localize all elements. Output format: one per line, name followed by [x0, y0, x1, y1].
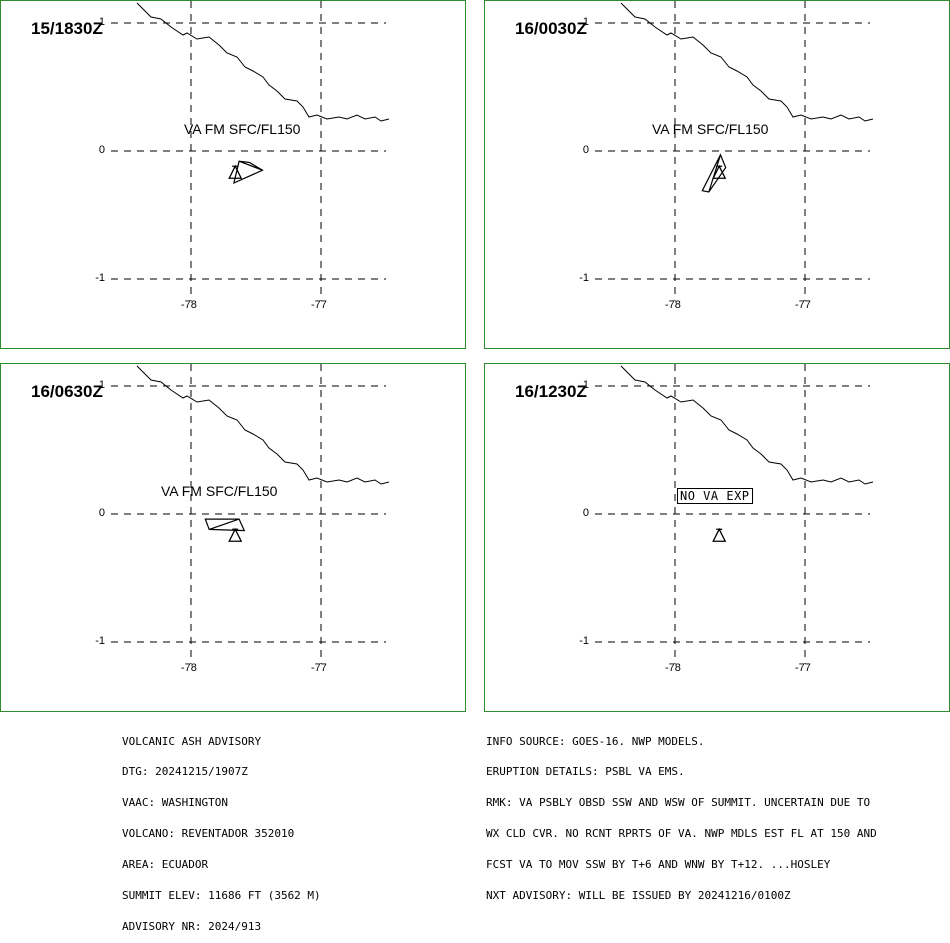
volcano-icon — [228, 527, 243, 542]
lat-tick-minus-1: -1 — [95, 635, 105, 647]
map-panel-1: 15/1830Z 1 0 -1 -78 -77 VA FM SFC/FL150 — [0, 0, 466, 349]
volcano-icon — [712, 164, 727, 179]
advisory-line: VOLCANO: REVENTADOR 352010 — [122, 827, 295, 841]
graticule — [111, 1, 386, 301]
map-canvas — [595, 364, 874, 664]
lon-tick-minus-77: -77 — [311, 299, 327, 311]
forecast-time: 16/0630Z — [31, 382, 103, 401]
lat-tick-0: 0 — [98, 507, 105, 519]
map-panel-3: 16/0630Z 1 0 -1 -78 -77 VA FM SFC/FL150 — [0, 363, 466, 712]
no-ash-expected-label: NO VA EXP — [677, 488, 753, 504]
ash-plume-polygon — [233, 160, 264, 185]
advisory-line: WX CLD CVR. NO RCNT RPRTS OF VA. NWP MDL… — [486, 827, 877, 841]
ash-plume-polygon — [701, 153, 727, 193]
lon-tick-minus-78: -78 — [181, 662, 197, 674]
lat-tick-0: 0 — [582, 507, 589, 519]
advisory-line: VAAC: WASHINGTON — [122, 796, 228, 810]
advisory-line: NXT ADVISORY: WILL BE ISSUED BY 20241216… — [486, 889, 791, 903]
advisory-line: ERUPTION DETAILS: PSBL VA EMS. — [486, 765, 685, 779]
map-panel-4: 16/1230Z 1 0 -1 -78 -77 NO VA EXP — [484, 363, 950, 712]
lat-tick-1: 1 — [98, 379, 105, 391]
lon-tick-minus-77: -77 — [311, 662, 327, 674]
lat-tick-0: 0 — [98, 144, 105, 156]
graticule — [111, 364, 386, 664]
forecast-time: 15/1830Z — [31, 19, 103, 38]
lat-tick-minus-1: -1 — [579, 635, 589, 647]
advisory-line: INFO SOURCE: GOES-16. NWP MODELS. — [486, 734, 705, 748]
advisory-line: ADVISORY NR: 2024/913 — [122, 919, 262, 933]
advisory-header-block: VOLCANIC ASH ADVISORY DTG: 20241215/1907… — [122, 716, 321, 943]
lat-tick-minus-1: -1 — [95, 272, 105, 284]
advisory-line: AREA: ECUADOR — [122, 858, 209, 872]
advisory-line: FCST VA TO MOV SSW BY T+6 AND WNW BY T+1… — [486, 858, 831, 872]
graticule — [595, 1, 870, 301]
volcano-triangle — [228, 164, 243, 179]
advisory-line: SUMMIT ELEV: 11686 FT (3562 M) — [122, 889, 321, 903]
volcano-triangle — [712, 164, 727, 179]
lat-tick-1: 1 — [98, 16, 105, 28]
coastline — [136, 2, 390, 122]
coastline — [620, 2, 874, 122]
map-canvas — [111, 364, 390, 664]
coastline — [136, 365, 390, 485]
map-canvas — [595, 1, 874, 301]
advisory-remarks-block: INFO SOURCE: GOES-16. NWP MODELS. ERUPTI… — [486, 716, 877, 912]
graticule — [595, 364, 870, 664]
advisory-line: DTG: 20241215/1907Z — [122, 765, 248, 779]
advisory-line: VOLCANIC ASH ADVISORY — [122, 734, 262, 748]
lat-tick-1: 1 — [582, 379, 589, 391]
volcano-icon — [712, 527, 727, 542]
lon-tick-minus-77: -77 — [795, 662, 811, 674]
advisory-line: RMK: VA PSBLY OBSD SSW AND WSW OF SUMMIT… — [486, 796, 871, 810]
volcano-triangle — [712, 527, 727, 542]
lat-tick-1: 1 — [582, 16, 589, 28]
volcano-triangle — [228, 527, 243, 542]
map-canvas — [111, 1, 390, 301]
ash-plume-polygon — [204, 518, 246, 532]
forecast-time: 16/0030Z — [515, 19, 587, 38]
lat-tick-minus-1: -1 — [579, 272, 589, 284]
lon-tick-minus-77: -77 — [795, 299, 811, 311]
lon-tick-minus-78: -78 — [665, 662, 681, 674]
ash-label: VA FM SFC/FL150 — [652, 121, 769, 137]
coastline — [620, 365, 874, 485]
map-panel-2: 16/0030Z 1 0 -1 -78 -77 VA FM SFC/FL150 — [484, 0, 950, 349]
lat-tick-0: 0 — [582, 144, 589, 156]
lon-tick-minus-78: -78 — [181, 299, 197, 311]
ash-label: VA FM SFC/FL150 — [184, 121, 301, 137]
volcano-icon — [228, 164, 243, 179]
lon-tick-minus-78: -78 — [665, 299, 681, 311]
forecast-time: 16/1230Z — [515, 382, 587, 401]
ash-label: VA FM SFC/FL150 — [161, 483, 278, 499]
